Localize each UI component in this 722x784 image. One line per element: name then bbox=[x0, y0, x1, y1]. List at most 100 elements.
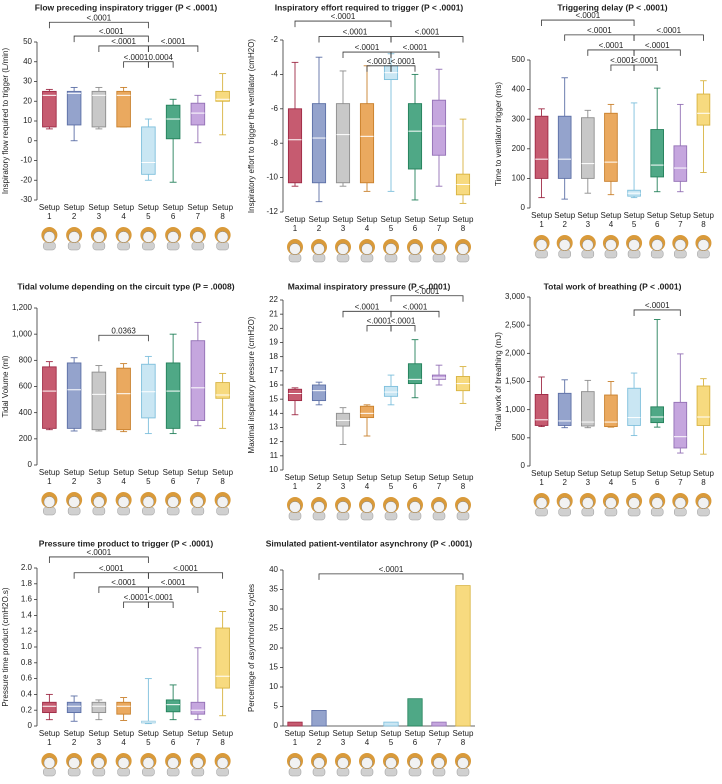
box bbox=[42, 701, 57, 714]
significance-label: <.0001 bbox=[87, 548, 112, 557]
y-tick-label: 500 bbox=[512, 55, 526, 64]
chart-title: Tidal volume depending on the circuit ty… bbox=[17, 281, 234, 291]
setup-icon-face bbox=[313, 757, 325, 769]
setup-icon-body bbox=[166, 506, 180, 516]
setup-icon-face bbox=[409, 501, 421, 513]
y-tick-label: 21 bbox=[269, 309, 278, 318]
significance-bracket bbox=[147, 601, 174, 608]
x-tick-label: Setup 5 bbox=[380, 729, 402, 747]
significance-label: <.0001 bbox=[161, 578, 186, 587]
setup-icon-body bbox=[142, 241, 155, 251]
setup-icon-body bbox=[384, 511, 398, 521]
y-tick-label: 40 bbox=[269, 565, 278, 574]
y-tick-label: -12 bbox=[266, 207, 278, 216]
setup-icon-face bbox=[216, 231, 229, 243]
y-tick-label: 15 bbox=[269, 663, 278, 672]
box bbox=[165, 699, 181, 713]
setup-icon-body bbox=[456, 767, 470, 777]
setup-icon-body bbox=[312, 767, 326, 777]
setup-icon-face bbox=[385, 757, 397, 769]
box bbox=[91, 701, 107, 714]
significance-bracket bbox=[123, 601, 149, 608]
x-tick-label: Setup 6 bbox=[646, 469, 668, 487]
y-tick-label: 0 bbox=[274, 721, 279, 730]
setup-icon-face bbox=[605, 497, 617, 509]
setup-icon-face bbox=[43, 496, 56, 508]
setup-icon-face bbox=[535, 239, 548, 251]
y-tick-label: 100 bbox=[512, 174, 526, 183]
significance-bracket bbox=[390, 310, 440, 318]
significance-label: <.0001 bbox=[111, 578, 136, 587]
bar bbox=[455, 585, 471, 727]
box bbox=[604, 112, 618, 182]
setup-icon-body bbox=[384, 767, 398, 777]
significance-label: <.0001 bbox=[343, 28, 368, 37]
setup-icon-face bbox=[167, 231, 179, 243]
setup-icon-face bbox=[93, 231, 105, 243]
box bbox=[359, 405, 375, 419]
setup-icon-face bbox=[433, 757, 445, 769]
setup-icon-face bbox=[68, 496, 80, 508]
setup-icon-body bbox=[384, 253, 398, 263]
setup-icon-face bbox=[337, 243, 349, 255]
y-tick-label: -10 bbox=[266, 173, 278, 182]
box bbox=[407, 103, 423, 170]
significance-label: <.0001 bbox=[87, 13, 112, 22]
bar bbox=[311, 710, 327, 727]
setup-icon-face bbox=[385, 243, 397, 255]
y-tick-label: 0 bbox=[521, 461, 526, 470]
setup-icon-face bbox=[192, 496, 204, 508]
setup-icon-face bbox=[289, 243, 301, 255]
significance-label: <.0001 bbox=[99, 564, 124, 573]
x-tick-label: Setup 1 bbox=[284, 215, 306, 233]
box bbox=[116, 367, 131, 431]
x-tick-label: Setup 1 bbox=[38, 729, 60, 747]
setup-icon-face bbox=[142, 496, 155, 508]
box bbox=[287, 388, 303, 402]
bar bbox=[407, 698, 423, 727]
x-tick-label: Setup 2 bbox=[554, 469, 576, 487]
setup-icon-body bbox=[142, 506, 155, 516]
significance-label: <.0001 bbox=[633, 56, 658, 65]
y-tick-label: 0 bbox=[28, 460, 33, 469]
y-tick-label: 11 bbox=[270, 451, 279, 460]
x-tick-label: Setup 3 bbox=[332, 473, 354, 491]
x-tick-label: Setup 3 bbox=[88, 203, 110, 221]
setup-icon-body bbox=[43, 241, 56, 251]
setup-icon-body bbox=[117, 767, 130, 777]
setup-icon-face bbox=[457, 501, 469, 513]
x-tick-label: Setup 5 bbox=[137, 468, 159, 486]
significance-label: 0.0363 bbox=[111, 326, 136, 335]
x-tick-label: Setup 7 bbox=[428, 729, 450, 747]
y-axis-label: Total work of breathing (mJ) bbox=[494, 332, 503, 431]
significance-label: <.0001 bbox=[403, 43, 428, 52]
setup-icon-body bbox=[191, 767, 205, 777]
significance-label: <.0001 bbox=[355, 302, 380, 311]
significance-bracket bbox=[633, 49, 681, 56]
setup-icon-body bbox=[535, 507, 548, 517]
significance-label: <.0001 bbox=[111, 37, 136, 46]
setup-icon-face bbox=[674, 497, 687, 509]
box bbox=[42, 366, 57, 429]
box bbox=[165, 104, 181, 140]
x-tick-label: Setup 1 bbox=[284, 473, 306, 491]
significance-label: <.0001 bbox=[99, 27, 124, 36]
box bbox=[359, 103, 375, 184]
y-tick-label: 1.0 bbox=[21, 642, 33, 651]
significance-label: <.0001 bbox=[656, 26, 681, 35]
setup-icon-body bbox=[336, 767, 350, 777]
x-tick-label: Setup 7 bbox=[187, 203, 209, 221]
setup-icon-body bbox=[650, 249, 664, 259]
box bbox=[431, 99, 447, 156]
setup-icon-face bbox=[313, 501, 325, 513]
setup-icon-face bbox=[535, 497, 548, 509]
chart-title: Simulated patient-ventilator asynchrony … bbox=[266, 538, 473, 548]
setup-icon-body bbox=[558, 249, 571, 259]
x-tick-label: Setup 1 bbox=[38, 468, 60, 486]
setup-icon-body bbox=[166, 767, 180, 777]
significance-label: <.0001 bbox=[415, 287, 440, 296]
setup-icon-body bbox=[166, 241, 180, 251]
y-tick-label: 0 bbox=[521, 203, 526, 212]
setup-icon-body bbox=[67, 241, 81, 251]
y-tick-label: 1.6 bbox=[21, 595, 33, 604]
